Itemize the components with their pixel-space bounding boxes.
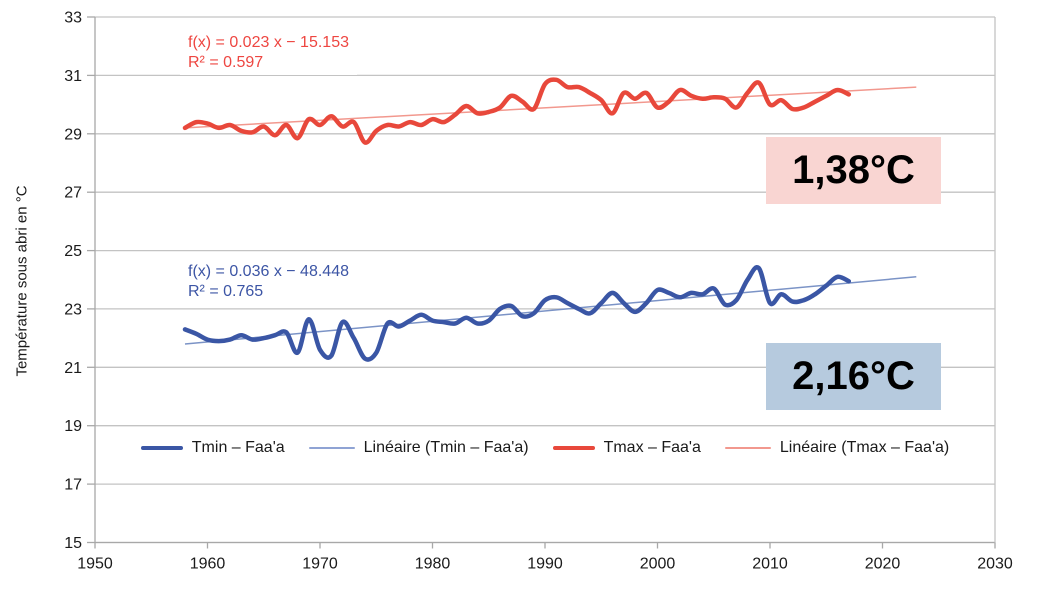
svg-text:1960: 1960 xyxy=(190,556,226,573)
svg-text:25: 25 xyxy=(64,243,82,260)
tmin-trendline-swatch-icon xyxy=(308,447,355,449)
svg-text:2020: 2020 xyxy=(865,556,901,573)
svg-text:21: 21 xyxy=(64,360,82,377)
svg-text:1950: 1950 xyxy=(77,556,113,573)
tmin-warming-badge: 2,16°C xyxy=(766,343,941,410)
tmax-r-squared: R² = 0.597 xyxy=(188,54,264,71)
svg-text:23: 23 xyxy=(64,301,82,318)
svg-text:19: 19 xyxy=(64,418,82,435)
tmax-warming-value: 1,38°C xyxy=(792,148,915,192)
svg-text:1990: 1990 xyxy=(527,556,563,573)
legend-label: Linéaire (Tmin – Faa'a) xyxy=(363,439,529,456)
svg-text:15: 15 xyxy=(64,535,82,552)
tmax-regression-equation: f(x) = 0.023 x − 15.153 R² = 0.597 xyxy=(180,31,357,75)
legend-item-tmax-trend: Linéaire (Tmax – Faa'a) xyxy=(724,439,950,457)
svg-text:31: 31 xyxy=(64,68,82,85)
tmin-warming-value: 2,16°C xyxy=(792,354,915,398)
y-axis-title-text: Température sous abri en °C xyxy=(13,185,31,377)
svg-text:1970: 1970 xyxy=(302,556,338,573)
svg-text:17: 17 xyxy=(64,477,82,494)
svg-text:29: 29 xyxy=(64,126,82,143)
tmax-warming-badge: 1,38°C xyxy=(766,137,941,204)
legend-item-tmax: Tmax – Faa'a xyxy=(552,439,701,457)
tmin-r-squared: R² = 0.765 xyxy=(188,283,264,300)
tmin-line-swatch-icon xyxy=(140,446,183,450)
svg-text:33: 33 xyxy=(64,10,82,27)
legend-item-tmin: Tmin – Faa'a xyxy=(140,439,285,457)
tmax-line-swatch-icon xyxy=(552,446,595,450)
tmax-trendline-swatch-icon xyxy=(724,447,771,449)
tmin-equation-line: f(x) = 0.036 x − 48.448 xyxy=(188,263,349,280)
legend-label: Tmax – Faa'a xyxy=(603,439,701,456)
svg-text:2000: 2000 xyxy=(640,556,676,573)
legend-label: Linéaire (Tmax – Faa'a) xyxy=(779,439,950,456)
svg-text:27: 27 xyxy=(64,185,82,202)
svg-text:2010: 2010 xyxy=(752,556,788,573)
svg-text:2030: 2030 xyxy=(977,556,1013,573)
legend-label: Tmin – Faa'a xyxy=(191,439,285,456)
tmax-equation-line: f(x) = 0.023 x − 15.153 xyxy=(188,34,349,51)
svg-text:1980: 1980 xyxy=(415,556,451,573)
chart-legend: Tmin – Faa'a Linéaire (Tmin – Faa'a) Tma… xyxy=(95,434,995,462)
legend-item-tmin-trend: Linéaire (Tmin – Faa'a) xyxy=(308,439,529,457)
tmin-regression-equation: f(x) = 0.036 x − 48.448 R² = 0.765 xyxy=(180,260,357,304)
